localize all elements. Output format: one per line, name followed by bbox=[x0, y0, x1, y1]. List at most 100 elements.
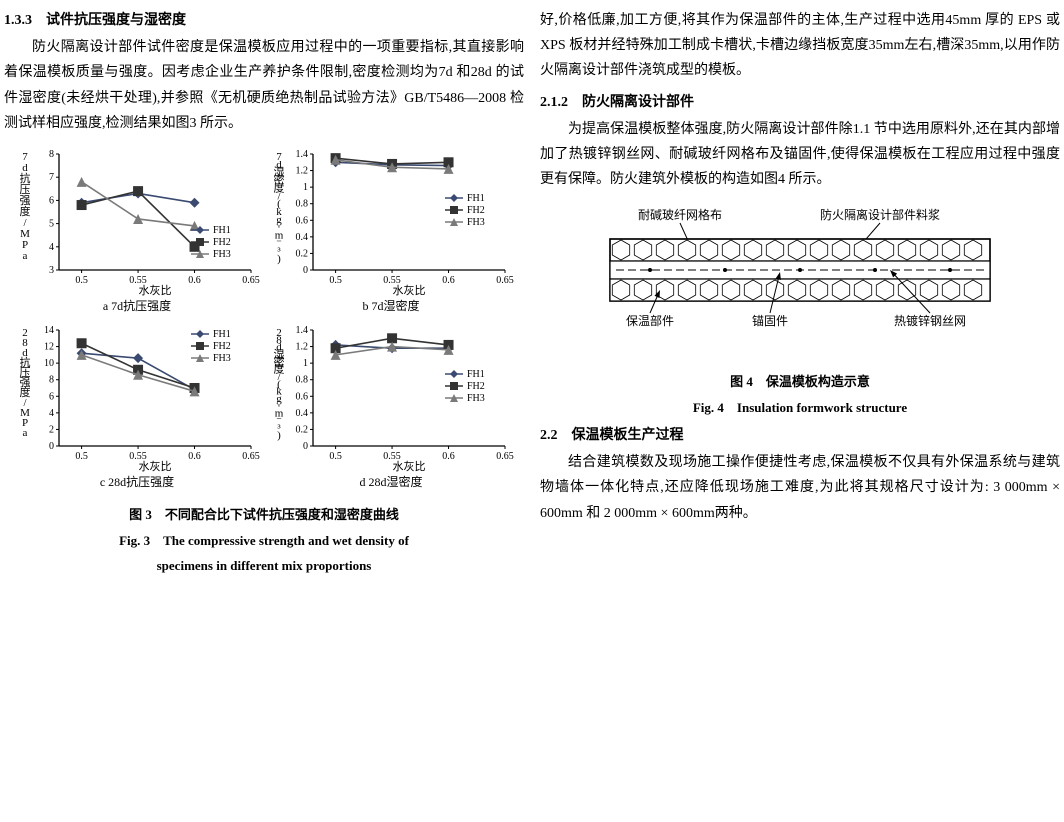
chart-sub-a: a 7d抗压强度 bbox=[103, 296, 171, 318]
sec22-title-text: 保温模板生产过程 bbox=[572, 428, 684, 443]
svg-text:0.4: 0.4 bbox=[296, 232, 309, 243]
svg-text:1: 1 bbox=[303, 358, 308, 369]
chart-d: 00.20.40.60.811.21.40.50.550.60.65水灰比28d… bbox=[266, 322, 516, 472]
svg-text:8: 8 bbox=[49, 149, 54, 160]
sec-title-text: 试件抗压强度与湿密度 bbox=[46, 13, 186, 28]
left-column: 1.3.3 试件抗压强度与湿密度 防火隔离设计部件试件密度是保温模板应用过程中的… bbox=[4, 8, 524, 814]
svg-text:0.5: 0.5 bbox=[329, 451, 342, 462]
svg-text:10: 10 bbox=[44, 358, 54, 369]
fig3-caption-en-line2: specimens in different mix proportions bbox=[4, 554, 524, 577]
chart-cell-d: 00.20.40.60.811.21.40.50.550.60.65水灰比28d… bbox=[266, 322, 516, 494]
svg-text:FH3: FH3 bbox=[213, 249, 231, 260]
svg-text:FH2: FH2 bbox=[467, 381, 485, 392]
svg-text:0.65: 0.65 bbox=[242, 275, 260, 286]
chart-cell-a: 3456780.50.550.60.65水灰比7d抗压强度/MPaFH1FH2F… bbox=[12, 146, 262, 318]
svg-text:1.2: 1.2 bbox=[296, 341, 309, 352]
svg-text:8: 8 bbox=[49, 374, 54, 385]
svg-text:水灰比: 水灰比 bbox=[139, 459, 172, 472]
svg-text:抗: 抗 bbox=[20, 171, 31, 185]
svg-text:水灰比: 水灰比 bbox=[393, 459, 426, 472]
svg-text:0.5: 0.5 bbox=[329, 275, 342, 286]
svg-text:0.6: 0.6 bbox=[188, 275, 201, 286]
svg-text:6: 6 bbox=[49, 391, 54, 402]
chart-cell-b: 00.20.40.60.811.21.40.50.550.60.65水灰比7d湿… bbox=[266, 146, 516, 318]
svg-text:热镀锌钢丝网: 热镀锌钢丝网 bbox=[894, 314, 966, 328]
chart-sub-c: c 28d抗压强度 bbox=[100, 472, 174, 494]
chart-b: 00.20.40.60.811.21.40.50.550.60.65水灰比7d湿… bbox=[266, 146, 516, 296]
fig4-caption-en: Fig. 4 Insulation formwork structure bbox=[540, 396, 1060, 419]
fig3-caption-cn: 图 3 不同配合比下试件抗压强度和湿密度曲线 bbox=[4, 503, 524, 526]
svg-text:FH2: FH2 bbox=[467, 205, 485, 216]
figure-3-charts: 3456780.50.550.60.65水灰比7d抗压强度/MPaFH1FH2F… bbox=[4, 146, 524, 493]
sec-num: 1.3.3 bbox=[4, 13, 32, 28]
fig4-caption-cn: 图 4 保温模板构造示意 bbox=[540, 370, 1060, 393]
svg-text:6: 6 bbox=[49, 195, 54, 206]
chart-a: 3456780.50.550.60.65水灰比7d抗压强度/MPaFH1FH2F… bbox=[12, 146, 262, 296]
svg-text:保温部件: 保温部件 bbox=[626, 313, 674, 328]
svg-text:FH1: FH1 bbox=[213, 225, 231, 236]
chart-sub-b: b 7d湿密度 bbox=[362, 296, 419, 318]
sec-212-title: 2.1.2 防火隔离设计部件 bbox=[540, 90, 1060, 115]
svg-text:1.4: 1.4 bbox=[296, 149, 309, 160]
svg-text:锚固件: 锚固件 bbox=[752, 313, 788, 328]
sec-22-title: 2.2 保温模板生产过程 bbox=[540, 423, 1060, 448]
svg-text:0: 0 bbox=[303, 441, 308, 452]
svg-text:耐碱玻纤网格布: 耐碱玻纤网格布 bbox=[638, 207, 722, 222]
svg-text:0.2: 0.2 bbox=[296, 248, 309, 259]
fig3-caption-en-line1: Fig. 3 The compressive strength and wet … bbox=[4, 529, 524, 552]
sec-133-para: 防火隔离设计部件试件密度是保温模板应用过程中的一项重要指标,其直接影响着保温模板… bbox=[4, 35, 524, 136]
chart-cell-c: 024681012140.50.550.60.65水灰比28d抗压强度/MPaF… bbox=[12, 322, 262, 494]
svg-text:0.65: 0.65 bbox=[242, 451, 260, 462]
svg-text:): ) bbox=[277, 253, 281, 265]
svg-text:FH3: FH3 bbox=[213, 353, 231, 364]
svg-text:0.6: 0.6 bbox=[188, 451, 201, 462]
svg-text:2: 2 bbox=[49, 424, 54, 435]
fig4-svg: 耐碱玻纤网格布 防火隔离设计部件料浆保温部件 锚固件 热镀锌钢丝网 bbox=[590, 200, 1010, 360]
svg-text:5: 5 bbox=[49, 219, 54, 230]
figure-4-diagram: 耐碱玻纤网格布 防火隔离设计部件料浆保温部件 锚固件 热镀锌钢丝网 bbox=[540, 200, 1060, 360]
svg-text:0.5: 0.5 bbox=[75, 451, 88, 462]
svg-text:0: 0 bbox=[49, 441, 54, 452]
svg-text:FH1: FH1 bbox=[467, 193, 485, 204]
svg-text:0.6: 0.6 bbox=[296, 391, 309, 402]
sub-num: 2.1.2 bbox=[540, 95, 568, 110]
svg-text:): ) bbox=[277, 429, 281, 441]
chart-c: 024681012140.50.550.60.65水灰比28d抗压强度/MPaF… bbox=[12, 322, 262, 472]
sec-133-title: 1.3.3 试件抗压强度与湿密度 bbox=[4, 8, 524, 33]
right-top-para: 好,价格低廉,加工方便,将其作为保温部件的主体,生产过程中选用45mm 厚的 E… bbox=[540, 8, 1060, 84]
chart-sub-d: d 28d湿密度 bbox=[359, 472, 422, 494]
svg-text:4: 4 bbox=[49, 407, 54, 418]
svg-text:3: 3 bbox=[49, 265, 54, 276]
svg-text:0.6: 0.6 bbox=[296, 215, 309, 226]
svg-text:0.6: 0.6 bbox=[442, 451, 455, 462]
svg-text:4: 4 bbox=[49, 242, 54, 253]
svg-text:FH3: FH3 bbox=[467, 393, 485, 404]
svg-text:0: 0 bbox=[303, 265, 308, 276]
svg-text:FH1: FH1 bbox=[467, 369, 485, 380]
svg-text:0.65: 0.65 bbox=[496, 275, 514, 286]
svg-text:FH1: FH1 bbox=[213, 329, 231, 340]
sec-212-para: 为提高保温模板整体强度,防火隔离设计部件除1.1 节中选用原料外,还在其内部增加… bbox=[540, 117, 1060, 193]
sec-22-para: 结合建筑模数及现场施工操作便捷性考虑,保温模板不仅具有外保温系统与建筑物墙体一体… bbox=[540, 450, 1060, 526]
svg-text:FH3: FH3 bbox=[467, 217, 485, 228]
right-column: 好,价格低廉,加工方便,将其作为保温部件的主体,生产过程中选用45mm 厚的 E… bbox=[540, 8, 1060, 814]
svg-text:FH2: FH2 bbox=[213, 341, 231, 352]
svg-text:度: 度 bbox=[20, 204, 31, 218]
svg-text:12: 12 bbox=[44, 341, 54, 352]
svg-text:1.2: 1.2 bbox=[296, 166, 309, 177]
svg-text:水灰比: 水灰比 bbox=[393, 283, 426, 296]
svg-text:0.65: 0.65 bbox=[496, 451, 514, 462]
svg-text:FH2: FH2 bbox=[213, 237, 231, 248]
svg-text:1: 1 bbox=[303, 182, 308, 193]
svg-text:0.5: 0.5 bbox=[75, 275, 88, 286]
svg-text:0.8: 0.8 bbox=[296, 199, 309, 210]
svg-text:0.2: 0.2 bbox=[296, 424, 309, 435]
svg-text:a: a bbox=[23, 427, 28, 439]
svg-text:1.4: 1.4 bbox=[296, 325, 309, 336]
svg-text:防火隔离设计部件料浆: 防火隔离设计部件料浆 bbox=[820, 207, 940, 222]
svg-text:0.4: 0.4 bbox=[296, 407, 309, 418]
svg-text:14: 14 bbox=[44, 325, 54, 336]
svg-text:0.6: 0.6 bbox=[442, 275, 455, 286]
svg-text:a: a bbox=[23, 250, 28, 262]
sec22-num: 2.2 bbox=[540, 428, 558, 443]
